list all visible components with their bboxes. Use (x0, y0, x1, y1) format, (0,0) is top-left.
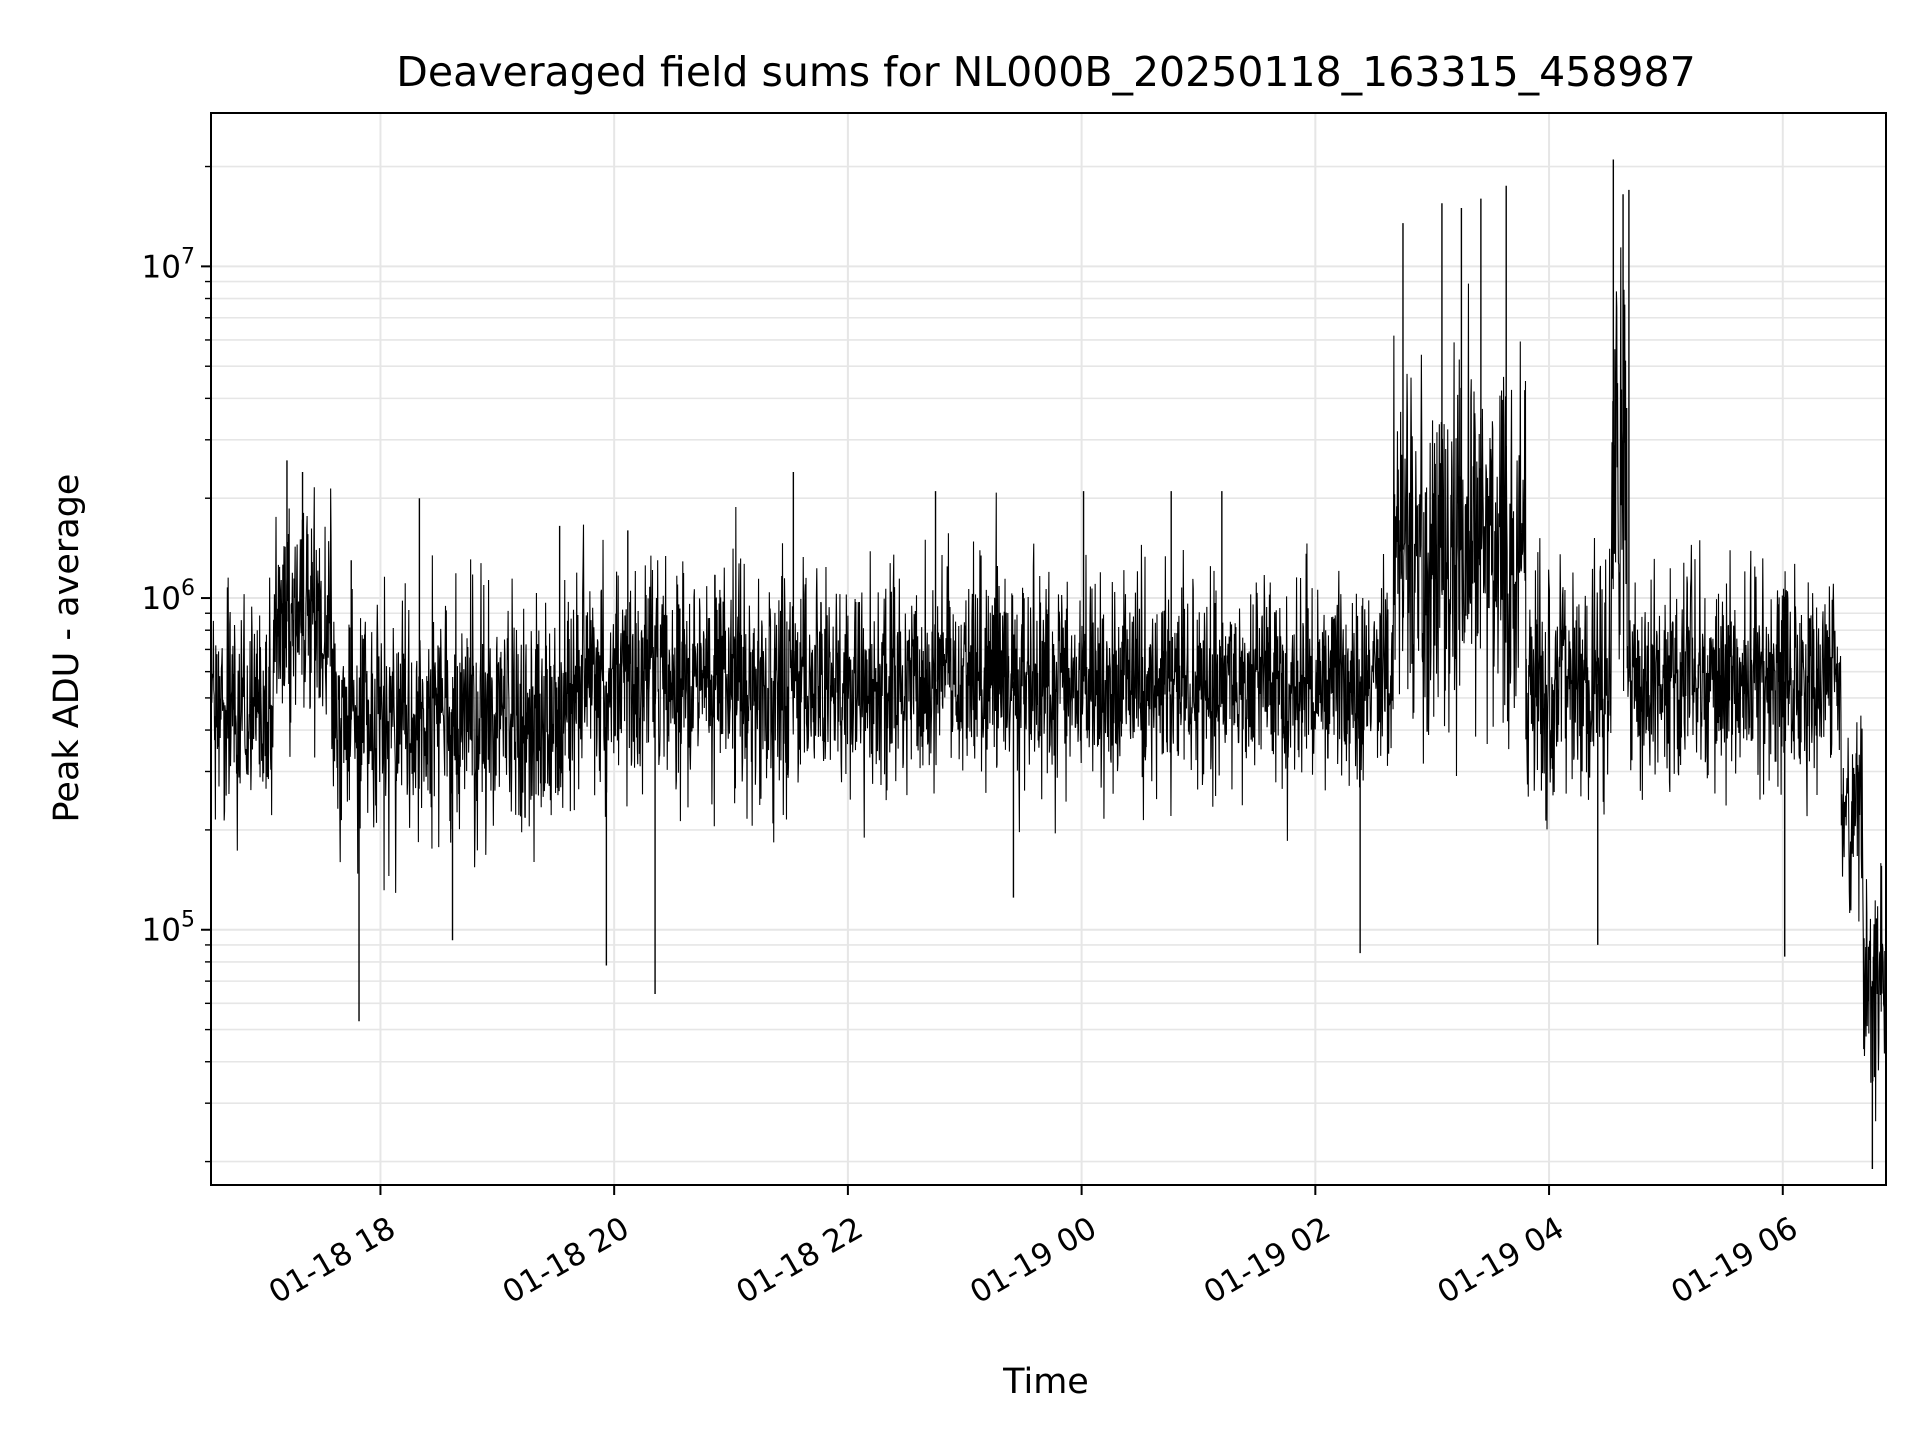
x-tick-label: 01-19 02 (1198, 1210, 1337, 1311)
y-tick-label: 107 (142, 244, 195, 285)
x-tick-label: 01-18 20 (497, 1210, 636, 1311)
y-axis-label: Peak ADU - average (47, 474, 87, 823)
y-tick-label: 105 (142, 908, 195, 949)
y-axis: 105 106 107 (142, 165, 211, 1163)
data-line (210, 159, 1887, 1169)
x-tick-label: 01-19 00 (964, 1210, 1103, 1311)
y-tick-label: 106 (142, 576, 195, 617)
x-tick-label: 01-18 22 (730, 1210, 869, 1311)
series-line (210, 247, 1887, 1122)
x-axis-label: Time (1002, 1362, 1089, 1402)
x-tick-label: 01-18 18 (263, 1210, 402, 1311)
x-axis: 01-18 18 01-18 20 01-18 22 01-19 00 01-19 02… (263, 1185, 1804, 1311)
x-tick-label: 01-19 06 (1665, 1210, 1804, 1311)
x-tick-label: 01-19 04 (1432, 1210, 1571, 1311)
chart-title: Deaveraged field sums for NL000B_2025011… (396, 48, 1695, 96)
